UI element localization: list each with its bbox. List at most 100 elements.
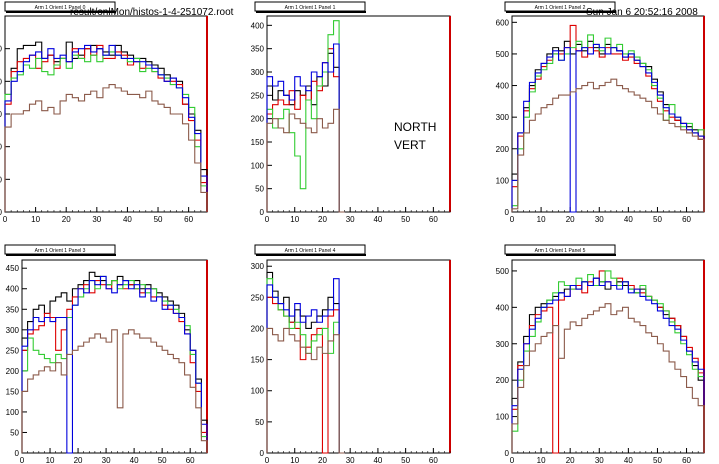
y-tick-label: 250 <box>6 346 20 355</box>
panel-2: Arm 1 Orient 1 Panel 20 10 20 30 40 50 6001002… <box>496 1 705 224</box>
x-tick-label: 30 <box>346 215 355 224</box>
x-tick-label: 20 <box>318 215 327 224</box>
y-tick-label: 400 <box>6 285 20 294</box>
y-tick-label: 0 <box>260 208 265 217</box>
y-tick-label: 100 <box>6 408 20 417</box>
panel-title-shadow <box>506 11 616 13</box>
panel-title-shadow <box>6 254 116 256</box>
y-tick-label: 400 <box>496 303 510 312</box>
plot-frame <box>21 259 208 454</box>
y-tick-label: 200 <box>251 115 265 124</box>
x-tick-label: 20 <box>566 456 575 464</box>
plot-frame <box>266 259 451 454</box>
timestamp: Sun Jan 6 20:52:16 2008 <box>586 7 698 18</box>
x-tick-label: 0 <box>265 456 270 464</box>
x-tick-label: 30 <box>102 456 111 464</box>
y-tick-label: 50 <box>10 428 19 437</box>
y-tick-label: 150 <box>251 138 265 147</box>
y-tick-label: 0 <box>505 449 510 458</box>
series-green <box>21 275 208 453</box>
y-tick-label: 350 <box>6 305 20 314</box>
y-tick-label: 450 <box>6 264 20 273</box>
x-tick-label: 0 <box>510 456 515 464</box>
x-tick-label: 0 <box>3 215 8 224</box>
root-file-path: result/onlMon/histos-1-4-251072.root <box>70 7 234 18</box>
y-tick-label: 100 <box>251 161 265 170</box>
y-tick-label: 300 <box>496 340 510 349</box>
panel-1: Arm 1 Orient 1 Panel 1 0 10 20 30 40 50 60 0 50 10… <box>251 1 451 224</box>
plot-frame <box>511 259 705 454</box>
panel-4: Arm 1 Orient 1 Panel 4 0 10 20 30 40 50 60 0 50 10… <box>251 244 451 464</box>
x-tick-label: 0 <box>265 215 270 224</box>
panel-3: Arm 1 Orient 1 Panel 3 0 10 20 30 40 50 60 0 50 10… <box>4 244 208 464</box>
panel-title: Arm 1 Orient 1 Panel 0 <box>35 5 86 11</box>
y-tick-label: 500 <box>496 267 510 276</box>
x-tick-label: 10 <box>46 456 55 464</box>
panel-title: Arm 1 Orient 1 Panel 3 <box>35 248 86 254</box>
y-tick-label: 350 <box>251 45 265 54</box>
x-tick-label: 60 <box>682 456 691 464</box>
series-blue <box>4 44 208 212</box>
y-tick-label: 500 <box>0 45 3 54</box>
y-tick-label: 400 <box>496 82 510 91</box>
plot-frame <box>266 15 451 213</box>
x-tick-label: 50 <box>653 456 662 464</box>
series-green <box>511 34 705 212</box>
x-tick-label: 20 <box>74 456 83 464</box>
panel-title: Arm 1 Orient 1 Panel 5 <box>535 248 586 254</box>
x-tick-label: 30 <box>595 456 604 464</box>
x-tick-label: 60 <box>682 215 691 224</box>
series-blue <box>511 277 705 453</box>
y-tick-label: 300 <box>0 110 3 119</box>
x-tick-label: 50 <box>401 215 410 224</box>
panel-title-shadow <box>256 11 366 13</box>
x-tick-label: 40 <box>123 215 132 224</box>
y-tick-label: 250 <box>251 293 265 302</box>
y-tick-label: 600 <box>496 18 510 27</box>
panel-title: Arm 1 Orient 1 Panel 2 <box>535 5 586 11</box>
x-tick-label: 20 <box>566 215 575 224</box>
y-tick-label: 100 <box>0 175 3 184</box>
x-tick-label: 60 <box>429 215 438 224</box>
panel-0: Arm 1 Orient 1 Panel 0 0 10 20 30 40 50 60 0 100 2… <box>0 1 208 224</box>
y-tick-label: 0 <box>0 208 3 217</box>
series-brown <box>266 327 345 454</box>
y-tick-label: 100 <box>251 387 265 396</box>
x-tick-label: 40 <box>130 456 139 464</box>
panel-title-shadow <box>6 11 116 13</box>
panel-title-shadow <box>256 254 366 256</box>
y-tick-label: 50 <box>255 418 264 427</box>
x-tick-label: 40 <box>624 215 633 224</box>
x-tick-label: 10 <box>537 456 546 464</box>
y-tick-label: 400 <box>0 77 3 86</box>
y-tick-label: 100 <box>496 413 510 422</box>
x-tick-label: 10 <box>31 215 40 224</box>
x-tick-label: 60 <box>186 456 195 464</box>
series-green <box>266 278 345 454</box>
y-tick-label: 300 <box>251 262 265 271</box>
series-blue <box>511 43 705 213</box>
x-tick-label: 0 <box>20 456 25 464</box>
x-tick-label: 50 <box>154 215 163 224</box>
x-tick-label: 30 <box>92 215 101 224</box>
x-tick-label: 50 <box>653 215 662 224</box>
series-red <box>266 48 345 213</box>
y-tick-label: 200 <box>251 324 265 333</box>
y-tick-label: 250 <box>251 91 265 100</box>
x-tick-label: 30 <box>595 215 604 224</box>
y-tick-label: 500 <box>496 50 510 59</box>
x-tick-label: 50 <box>401 456 410 464</box>
x-tick-label: 40 <box>624 456 633 464</box>
y-tick-label: 200 <box>6 367 20 376</box>
x-tick-label: 60 <box>429 456 438 464</box>
panel-title: Arm 1 Orient 1 Panel 4 <box>285 248 336 254</box>
panel-title: Arm 1 Orient 1 Panel 1 <box>285 5 336 11</box>
x-tick-label: 40 <box>373 215 382 224</box>
x-tick-label: 10 <box>290 456 299 464</box>
x-tick-label: 20 <box>318 456 327 464</box>
x-tick-label: 10 <box>290 215 299 224</box>
x-tick-label: 50 <box>158 456 167 464</box>
y-tick-label: 50 <box>255 185 264 194</box>
panel-title-shadow <box>506 254 616 256</box>
